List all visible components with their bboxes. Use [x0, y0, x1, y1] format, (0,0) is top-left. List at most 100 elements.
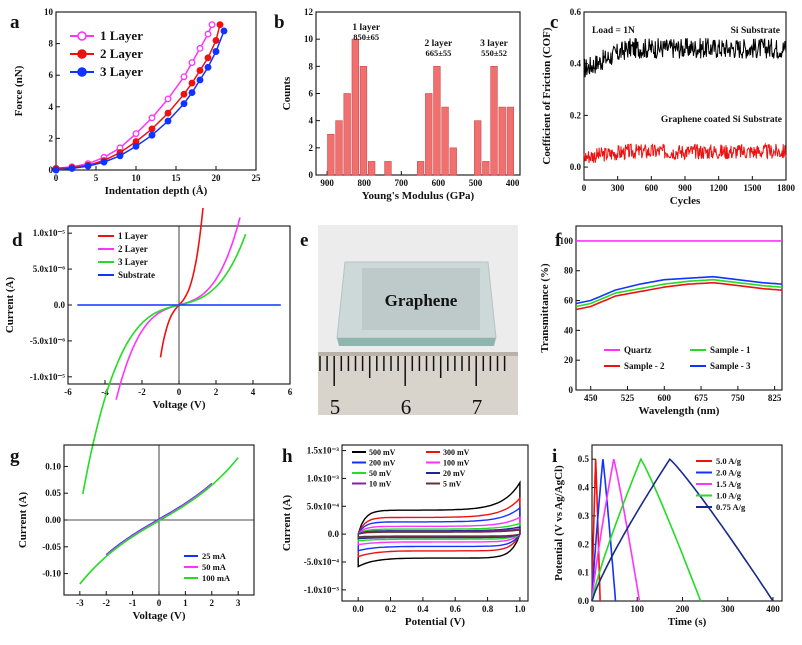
y-axis-label-c: Coefficient of Friction (COF) [541, 27, 553, 164]
x-tick-label-a: 25 [252, 173, 262, 183]
y-tick-label-h: 0.0 [328, 529, 340, 539]
x-axis-label-b: Young's Modulus (GPa) [362, 190, 475, 202]
transmittance-curve-2 [575, 278, 783, 308]
legend-marker-1 [77, 31, 87, 41]
histogram-bar [343, 93, 351, 176]
data-point-2-layer [216, 21, 224, 29]
panel-f: 450 525 600 675 750 825 0 20 40 60 80 100 Wavelength… [539, 225, 783, 417]
legend-label-i-5: 0.75 A/g [716, 502, 746, 512]
legend-label-d-2: 2 Layer [118, 244, 148, 254]
legend-marker-3 [77, 67, 87, 77]
annotation-title-1: 1 layer [352, 23, 380, 33]
x-tick-label-i: 300 [721, 604, 735, 614]
y-tick-label-d: 1.0x10⁻⁵ [33, 228, 66, 238]
data-point-3-layer [68, 164, 76, 172]
data-point-2-layer [188, 79, 196, 87]
plot-frame-i [591, 444, 783, 602]
annotation-value-2: 665±55 [425, 48, 451, 58]
y-tick-label-i: 0.2 [578, 539, 590, 549]
x-tick-label-f: 675 [694, 393, 708, 403]
x-tick-label-i: 100 [630, 604, 644, 614]
legend-label-f-3: Sample - 2 [624, 361, 665, 371]
legend-label-h-8: 5 mV [443, 480, 462, 489]
y-tick-label-f: 60 [564, 296, 574, 306]
y-tick-label-f: 0 [569, 385, 574, 395]
x-tick-label-h: 0.0 [353, 604, 365, 614]
x-tick-label-f: 525 [621, 393, 635, 403]
panel-g: -3 -2 -1 0 1 2 3 -0.10 -0.05 0.00 0.05 0.10 Voltage … [17, 444, 255, 622]
x-tick-label-b: 600 [432, 178, 446, 188]
series-line-cof-1 [583, 38, 787, 78]
y-tick-label-g: 0.00 [45, 515, 61, 525]
data-point-1-layer [148, 114, 156, 122]
ruler-number-7: 7 [472, 395, 483, 419]
y-tick-label-b: 2 [309, 143, 314, 153]
annotation-value-1: 850±65 [353, 32, 379, 42]
x-tick-label-g: 0 [157, 598, 162, 608]
y-tick-label-d: -5.0x10⁻⁶ [30, 336, 65, 346]
histogram-bar [327, 133, 335, 176]
x-tick-label-c: 300 [611, 183, 625, 193]
histogram-bar [335, 120, 343, 176]
histogram-bar [416, 161, 425, 176]
y-tick-label-i: 0.3 [578, 511, 590, 521]
panel-label-e: e [300, 230, 308, 251]
y-tick-label-g: -0.05 [42, 542, 61, 552]
graphene-film [362, 268, 480, 330]
x-tick-label-d: 4 [251, 387, 256, 397]
data-point-3-layer [220, 27, 228, 35]
data-point-3-layer [204, 63, 212, 71]
x-tick-label-c: 1200 [710, 183, 729, 193]
histogram-bar [359, 66, 368, 176]
gcd-curve-4 [591, 457, 702, 602]
y-tick-label-f: 20 [564, 355, 574, 365]
y-tick-label-b: 4 [309, 116, 314, 126]
x-axis-label-g: Voltage (V) [132, 610, 185, 622]
legend-label-h-2: 300 mV [443, 448, 470, 457]
y-tick-label-c: 0.4 [570, 59, 582, 69]
x-tick-label-g: 1 [183, 598, 188, 608]
y-axis-label-f: Transmittance (%) [539, 263, 551, 353]
y-tick-label-c: 0.0 [570, 162, 582, 172]
y-tick-label-i: 0.1 [578, 568, 590, 578]
legend-label-d-4: Substrate [118, 270, 155, 280]
x-tick-label-f: 825 [768, 393, 782, 403]
y-tick-label-g: 0.05 [45, 488, 61, 498]
data-point-1-layer [132, 130, 140, 138]
legend-label-g-2: 50 mA [202, 562, 227, 572]
y-tick-label-d: 0.0 [54, 300, 66, 310]
legend-label-f-4: Sample - 3 [710, 361, 751, 371]
legend-label-h-6: 20 mV [443, 469, 466, 478]
y-axis-label-a: Force (nN) [13, 65, 25, 116]
x-tick-label-g: -2 [102, 598, 110, 608]
panel-label-a: a [10, 12, 20, 33]
x-tick-label-c: 0 [582, 183, 587, 193]
data-point-3-layer [164, 117, 172, 125]
data-point-1-layer [164, 95, 172, 103]
histogram-bar [433, 66, 441, 176]
panel-label-f: f [555, 230, 562, 251]
x-tick-label-g: 3 [236, 598, 241, 608]
legend-label-i-4: 1.0 A/g [716, 491, 742, 501]
legend-label-1: 1 Layer [100, 28, 143, 43]
y-tick-label-a: 2 [49, 133, 54, 143]
y-tick-label-i: 0.4 [578, 483, 590, 493]
x-axis-label-h: Potential (V) [405, 616, 466, 628]
x-tick-label-c: 1500 [743, 183, 762, 193]
panel-d: -6 -4 -2 0 2 4 6 -1.0x10⁻⁵ -5.0x10⁻⁶ 0.0 5.0x10⁻⁶ 1… [4, 207, 293, 495]
y-tick-label-b: 12 [304, 7, 314, 17]
x-tick-label-a: 10 [132, 173, 142, 183]
data-point-3-layer [100, 158, 108, 166]
data-point-1-layer [208, 21, 216, 29]
x-tick-label-a: 0 [54, 173, 59, 183]
data-point-3-layer [132, 142, 140, 150]
y-tick-label-a: 10 [44, 7, 54, 17]
data-point-3-layer [188, 89, 196, 97]
x-tick-label-f: 450 [584, 393, 598, 403]
data-point-3-layer [212, 48, 220, 55]
x-tick-label-h: 0.4 [417, 604, 429, 614]
legend-label-h-4: 100 mV [443, 459, 470, 468]
data-point-1-layer [180, 73, 188, 81]
x-axis-label-c: Cycles [670, 195, 701, 207]
